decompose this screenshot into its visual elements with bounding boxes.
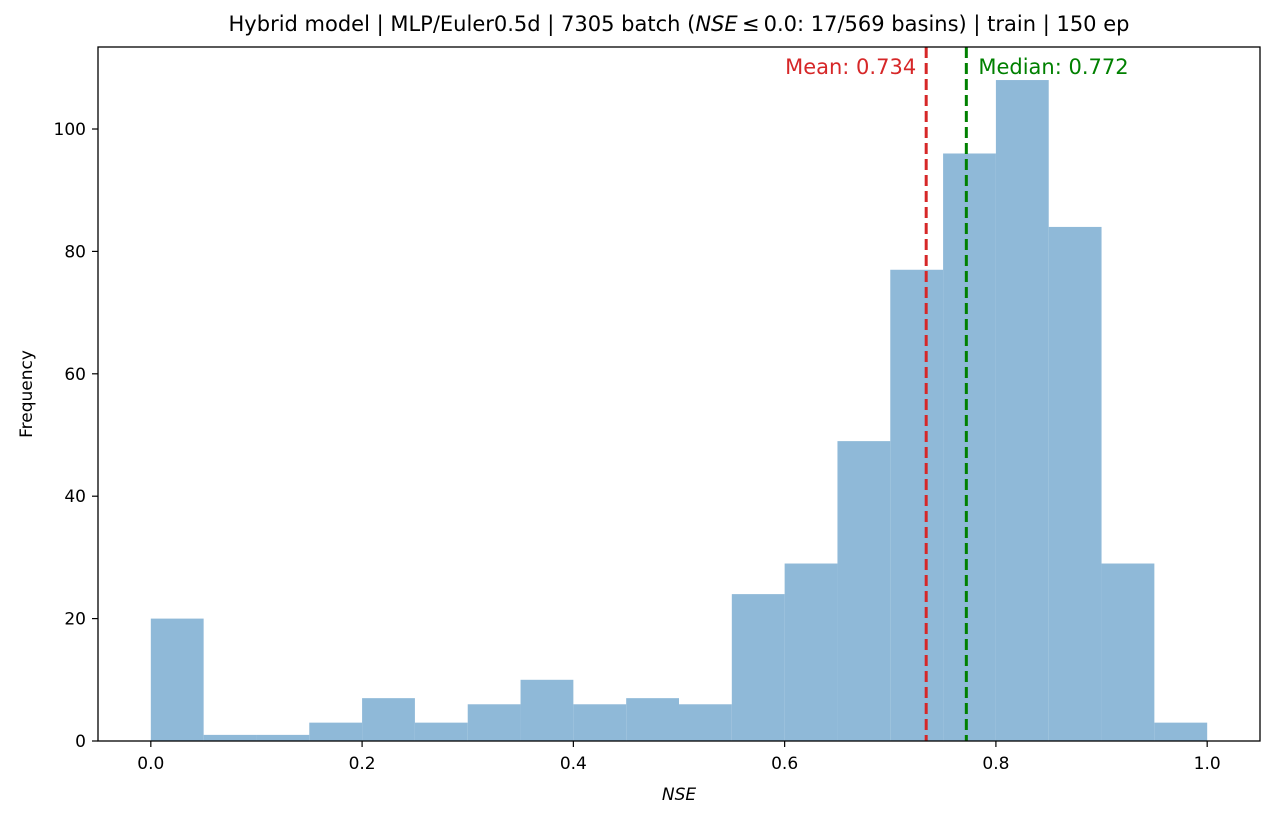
histogram-bars [150, 80, 1208, 742]
chart-title: Hybrid model | MLP/Euler0.5d | 7305 batc… [98, 12, 1260, 36]
chart-title-prefix: Hybrid model | MLP/Euler0.5d | 7305 batc… [228, 12, 696, 36]
histogram-bar [890, 269, 944, 741]
y-axis-ticks: 0 20 40 60 80 100 [54, 120, 98, 752]
histogram-bar [995, 80, 1049, 742]
y-tick-label: 100 [54, 120, 86, 140]
histogram-bar [467, 704, 521, 741]
histogram-bar [150, 618, 204, 741]
histogram-bar [573, 704, 627, 741]
chart-title-condition: ≤ 0.0: 17/569 basins) | train | 150 ep [737, 12, 1130, 36]
median-annotation: Median: 0.772 [978, 55, 1128, 79]
histogram-bar [1048, 226, 1102, 742]
y-axis-label: Frequency [17, 350, 37, 438]
histogram-bar [362, 698, 415, 741]
reference-lines [924, 47, 968, 741]
histogram-bar [256, 734, 310, 741]
x-axis-label: NSE [662, 785, 697, 805]
histogram-bar [520, 679, 574, 741]
x-tick-label: 1.0 [1194, 754, 1221, 774]
histogram-bar [203, 734, 257, 741]
plot-frame [97, 46, 1261, 742]
histogram-bar [626, 698, 679, 741]
x-tick-label: 0.2 [349, 754, 376, 774]
histogram-bar [679, 704, 732, 741]
chart-title-metric: NSE [695, 12, 738, 36]
y-tick-label: 40 [64, 487, 86, 507]
histogram-bar [1101, 563, 1155, 741]
histogram-bar [731, 594, 785, 741]
x-tick-label: 0.6 [771, 754, 798, 774]
x-tick-label: 0.0 [137, 754, 164, 774]
x-tick-label: 0.8 [982, 754, 1009, 774]
x-axis-ticks: 0.0 0.2 0.4 0.6 0.8 1.0 [137, 741, 1221, 774]
histogram-bar [943, 153, 996, 742]
histogram-bar [1154, 722, 1208, 741]
histogram-bar [309, 722, 363, 741]
mean-annotation: Mean: 0.734 [785, 55, 916, 79]
histogram-bar [414, 722, 468, 741]
y-tick-label: 0 [75, 732, 86, 752]
histogram-bar [837, 441, 891, 741]
y-tick-label: 60 [64, 365, 86, 385]
histogram-bar [784, 563, 838, 741]
x-tick-label: 0.4 [560, 754, 587, 774]
y-tick-label: 20 [64, 610, 86, 630]
y-tick-label: 80 [64, 242, 86, 262]
